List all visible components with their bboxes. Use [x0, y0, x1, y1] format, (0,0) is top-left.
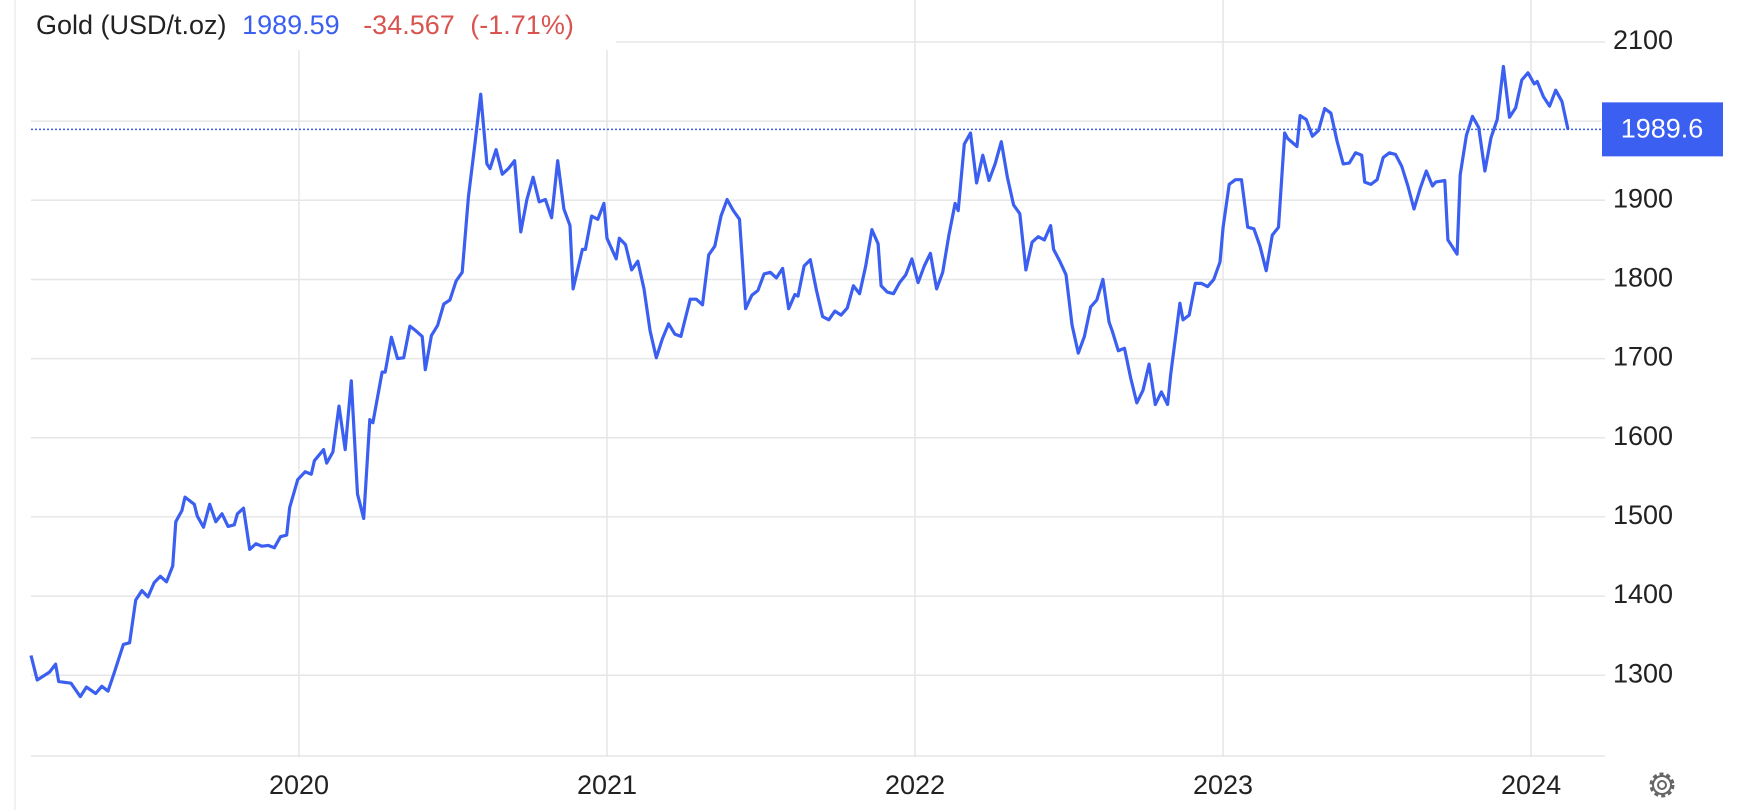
y-tick-label: 1600 [1613, 421, 1673, 451]
x-tick-label: 2022 [885, 770, 945, 800]
x-tick-label: 2024 [1501, 770, 1561, 800]
y-tick-label: 2100 [1613, 25, 1673, 55]
y-tick-label: 1900 [1613, 183, 1673, 213]
y-tick-label: 1700 [1613, 342, 1673, 372]
grid [31, 0, 1605, 756]
last-price-label: 1989.6 [1621, 113, 1704, 143]
x-tick-label: 2021 [577, 770, 637, 800]
y-tick-label: 1300 [1613, 658, 1673, 688]
change-percent: (-1.71%) [470, 10, 574, 40]
header-bg [20, 0, 616, 50]
settings-icon[interactable] [1649, 772, 1675, 798]
y-tick-label: 1400 [1613, 579, 1673, 609]
header: Gold (USD/t.oz) 1989.59 -34.567 (-1.71%) [36, 10, 574, 40]
price-line [29, 64, 1570, 699]
last-price-badge [1602, 102, 1723, 157]
change: -34.567 [363, 10, 455, 40]
instrument-name: Gold (USD/t.oz) [36, 10, 227, 40]
y-tick-label: 1800 [1613, 263, 1673, 293]
y-tick-label: 1500 [1613, 500, 1673, 530]
x-tick-label: 2023 [1193, 770, 1253, 800]
x-tick-label: 2020 [269, 770, 329, 800]
price: 1989.59 [242, 10, 340, 40]
